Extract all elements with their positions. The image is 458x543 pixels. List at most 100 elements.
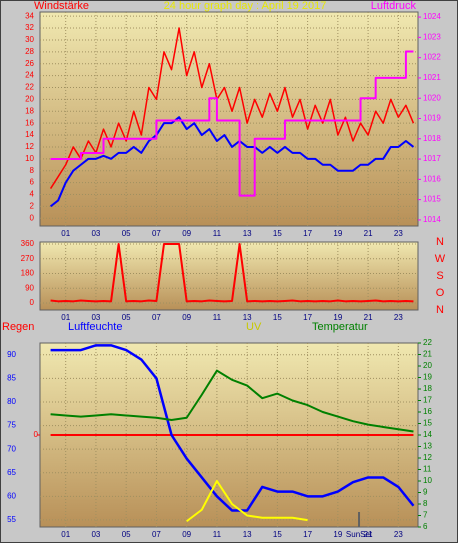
x-tick-label: 07 bbox=[152, 229, 161, 238]
y2-tick-label: 8 bbox=[423, 499, 428, 508]
y-tick-label: 65 bbox=[7, 468, 16, 477]
y-tick-label: 90 bbox=[25, 283, 34, 292]
x-tick-label: 23 bbox=[394, 530, 403, 539]
y2-tick-label: 1016 bbox=[423, 174, 441, 183]
x-tick-label: 13 bbox=[243, 313, 252, 322]
y2-tick-label: 13 bbox=[423, 442, 432, 451]
y-tick-label: 70 bbox=[7, 444, 16, 453]
series-line bbox=[49, 116, 415, 208]
y2-tick-label: 17 bbox=[423, 396, 432, 405]
y-tick-label: 20 bbox=[25, 94, 34, 103]
x-tick-label: 01 bbox=[61, 530, 70, 539]
y2-tick-label: 7 bbox=[423, 511, 428, 520]
y2-tick-label: 9 bbox=[423, 488, 428, 497]
y-tick-label: 26 bbox=[25, 59, 34, 68]
y2-tick-label: 1024 bbox=[423, 12, 441, 21]
y2-tick-label: 1022 bbox=[423, 53, 441, 62]
x-tick-label: 21 bbox=[364, 530, 373, 539]
x-tick-label: 23 bbox=[394, 229, 403, 238]
y2-tick-label: 15 bbox=[423, 419, 432, 428]
y3-label: Regen bbox=[2, 321, 34, 333]
x-tick-label: 09 bbox=[182, 229, 191, 238]
compass-label: N bbox=[436, 304, 444, 316]
y3-tick-label: 0 bbox=[34, 430, 39, 439]
y-tick-label: 90 bbox=[7, 350, 16, 359]
y2-tick-label: 1018 bbox=[423, 134, 441, 143]
x-tick-label: 21 bbox=[364, 229, 373, 238]
y-tick-label: 14 bbox=[25, 130, 34, 139]
y-tick-label: 0 bbox=[30, 213, 35, 222]
x-tick-label: 05 bbox=[122, 530, 131, 539]
y-tick-label: 80 bbox=[7, 397, 16, 406]
x-tick-label: 11 bbox=[213, 530, 222, 539]
x-tick-label: 09 bbox=[182, 313, 191, 322]
x-tick-label: 15 bbox=[273, 229, 282, 238]
y-label: Windstärke bbox=[34, 0, 89, 12]
y-tick-label: 360 bbox=[21, 239, 35, 248]
series-line bbox=[49, 27, 415, 189]
x-tick-label: 03 bbox=[91, 229, 100, 238]
y-tick-label: 10 bbox=[25, 154, 34, 163]
y2-tick-label: 18 bbox=[423, 384, 432, 393]
y-tick-label: 24 bbox=[25, 71, 34, 80]
plot-area bbox=[39, 241, 419, 311]
y2-tick-label: 6 bbox=[423, 522, 428, 531]
y2-tick-label: 14 bbox=[423, 430, 432, 439]
y-tick-label: 18 bbox=[25, 106, 34, 115]
y-tick-label: 180 bbox=[21, 269, 35, 278]
uv-label: UV bbox=[246, 321, 262, 333]
y-tick-label: 32 bbox=[25, 23, 34, 32]
y-tick-label: 75 bbox=[7, 421, 16, 430]
y-tick-label: 0 bbox=[30, 298, 35, 307]
y-tick-label: 30 bbox=[25, 35, 34, 44]
series-line bbox=[50, 344, 415, 512]
y-tick-label: 8 bbox=[30, 166, 35, 175]
x-tick-label: 13 bbox=[243, 530, 252, 539]
series-line bbox=[186, 480, 308, 523]
y-tick-label: 22 bbox=[25, 83, 34, 92]
y-tick-label: 270 bbox=[21, 254, 35, 263]
y-tick-label: 16 bbox=[25, 118, 34, 127]
compass-label: S bbox=[436, 270, 443, 282]
x-tick-label: 09 bbox=[182, 530, 191, 539]
x-tick-label: 19 bbox=[333, 530, 342, 539]
x-tick-label: 15 bbox=[273, 530, 282, 539]
y2-tick-label: 1015 bbox=[423, 195, 441, 204]
x-tick-label: 03 bbox=[91, 313, 100, 322]
plot-area bbox=[39, 11, 419, 227]
y2-tick-label: 1020 bbox=[423, 93, 441, 102]
y2-tick-label: 20 bbox=[423, 361, 432, 370]
x-tick-label: 07 bbox=[152, 313, 161, 322]
y2-label: Luftdruck bbox=[371, 0, 417, 12]
x-tick-label: 11 bbox=[213, 229, 222, 238]
x-tick-label: 19 bbox=[333, 313, 342, 322]
x-tick-label: 05 bbox=[122, 313, 131, 322]
x-tick-label: 01 bbox=[61, 229, 70, 238]
y2-tick-label: 16 bbox=[423, 407, 432, 416]
y2-tick-label: 19 bbox=[423, 373, 432, 382]
series-line bbox=[50, 369, 414, 433]
y2-tick-label: 10 bbox=[423, 476, 432, 485]
chart-title: 24 hour graph day : April 19 2017 bbox=[164, 0, 327, 12]
y-tick-label: 12 bbox=[25, 142, 34, 151]
y-tick-label: 55 bbox=[7, 515, 16, 524]
x-tick-label: 15 bbox=[273, 313, 282, 322]
y2-tick-label: 1023 bbox=[423, 32, 441, 41]
x-tick-label: 23 bbox=[394, 313, 403, 322]
x-tick-label: 11 bbox=[213, 313, 222, 322]
y2-tick-label: 22 bbox=[423, 338, 432, 347]
x-tick-label: 13 bbox=[243, 229, 252, 238]
y-tick-label: 60 bbox=[7, 491, 16, 500]
series-line bbox=[50, 242, 414, 303]
x-tick-label: 17 bbox=[303, 229, 312, 238]
compass-label: W bbox=[435, 253, 446, 265]
x-tick-label: 19 bbox=[333, 229, 342, 238]
y-tick-label: 6 bbox=[30, 178, 35, 187]
y-tick-label: 34 bbox=[25, 11, 34, 20]
y-tick-label: 28 bbox=[25, 47, 34, 56]
y-tick-label: 2 bbox=[30, 201, 35, 210]
x-tick-label: 17 bbox=[303, 530, 312, 539]
series-line bbox=[50, 50, 414, 197]
y2-tick-label: 1019 bbox=[423, 114, 441, 123]
